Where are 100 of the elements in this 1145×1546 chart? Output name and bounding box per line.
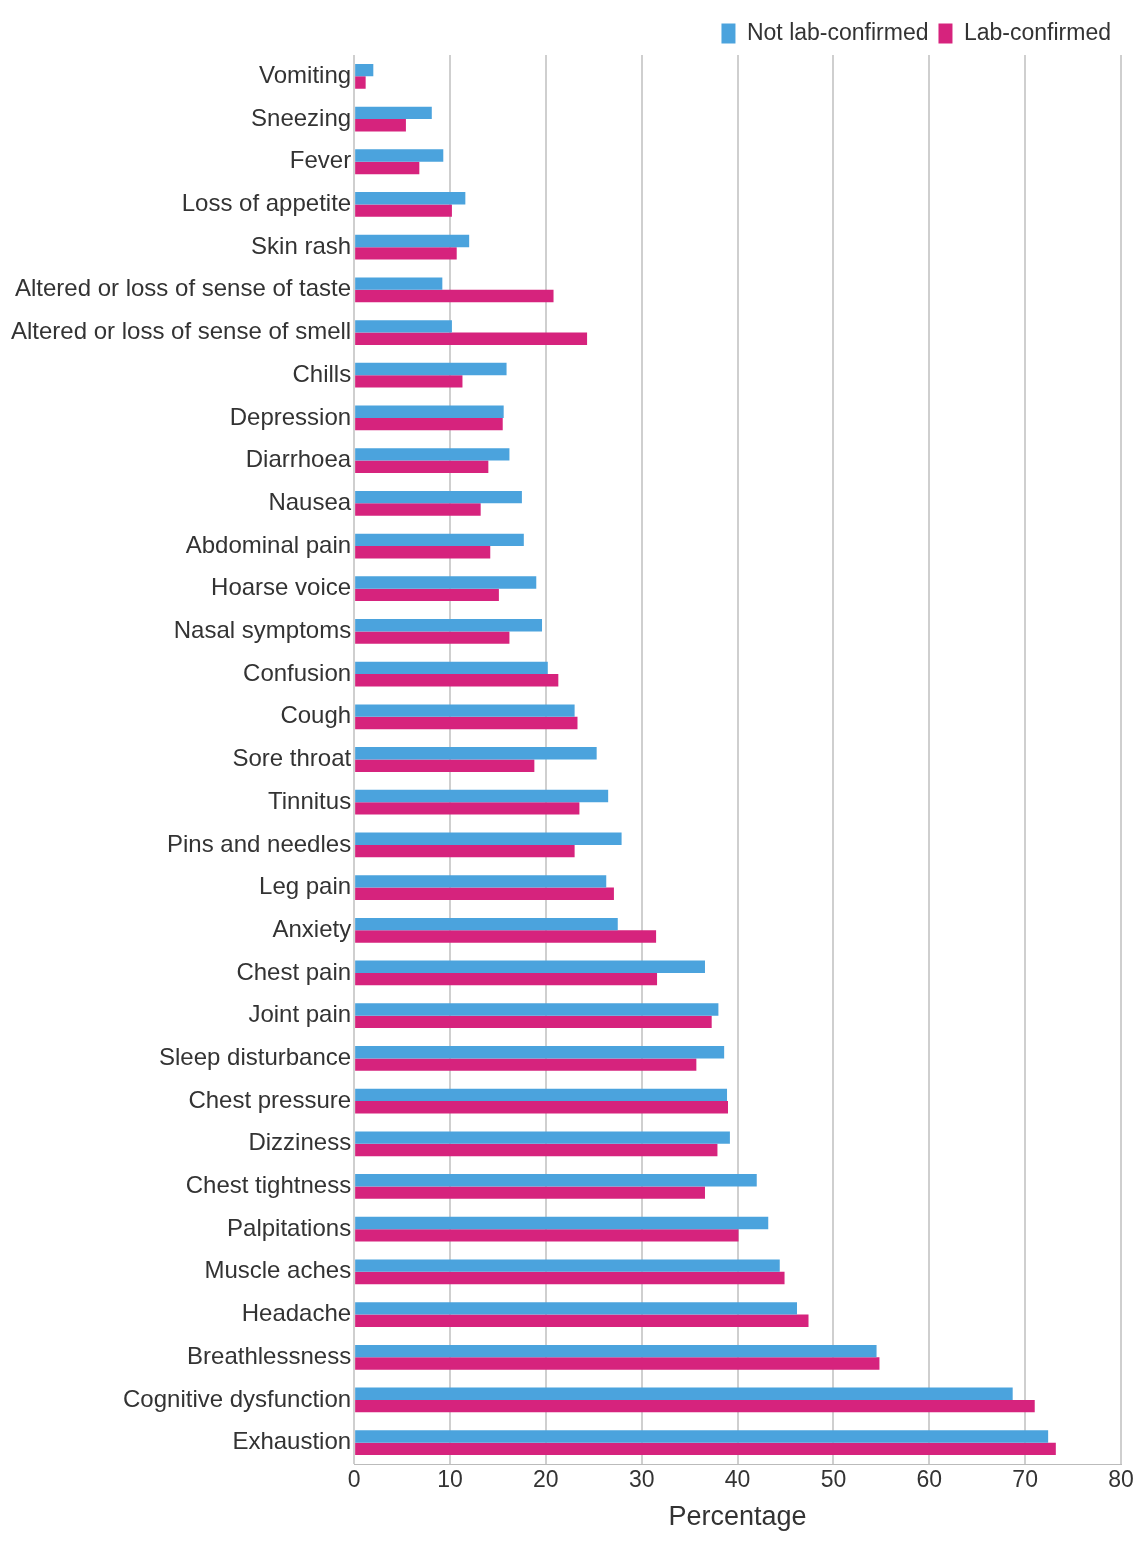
bar (355, 1101, 728, 1114)
bar (355, 759, 535, 772)
y-tick-label: Abdominal pain (185, 530, 352, 558)
x-tick-label: 10 (437, 1466, 463, 1493)
y-tick-label: Diarrhoea (245, 445, 352, 473)
bar (355, 1058, 697, 1071)
bar (355, 1015, 712, 1029)
bar (355, 588, 499, 602)
x-tick-label: 50 (820, 1466, 847, 1493)
bar (355, 533, 524, 547)
bar (355, 674, 559, 687)
y-tick-label: Nasal symptoms (173, 616, 352, 644)
x-tick-label: 40 (724, 1466, 751, 1493)
bar (355, 161, 420, 175)
bar (355, 1003, 719, 1016)
bar (355, 917, 618, 931)
y-tick-label: Fever (289, 146, 352, 174)
bar (355, 417, 503, 431)
y-tick-label: Palpitations (227, 1213, 352, 1241)
bar (355, 448, 510, 461)
bar (355, 375, 463, 388)
bar (355, 149, 444, 162)
y-tick-label: Chest tightness (185, 1171, 352, 1199)
bar (355, 234, 470, 248)
y-tick-label: Hoarse voice (211, 573, 352, 601)
bar (355, 289, 554, 303)
bar (355, 1430, 1049, 1443)
bar (355, 930, 657, 943)
bar (355, 661, 548, 675)
bar (355, 802, 580, 815)
bar (355, 192, 466, 205)
x-tick-label: 20 (533, 1466, 559, 1493)
x-tick-label: 70 (1012, 1466, 1038, 1493)
bar (355, 1143, 718, 1157)
y-tick-label: Leg pain (259, 872, 352, 900)
bar (355, 1088, 728, 1102)
y-tick-label: Sore throat (232, 744, 352, 772)
bar (355, 631, 510, 644)
bar (355, 1046, 725, 1059)
y-tick-label: Joint pain (248, 1000, 352, 1028)
y-tick-label: Sleep disturbance (159, 1043, 352, 1070)
x-tick-label: 0 (347, 1466, 361, 1493)
x-axis-title: Percentage (668, 1501, 807, 1532)
bar (355, 1302, 798, 1315)
y-tick-label: Sneezing (251, 103, 352, 131)
bar (355, 332, 588, 345)
y-tick-label: Depression (229, 402, 352, 430)
y-tick-label: Chest pressure (188, 1085, 352, 1113)
bar (355, 119, 406, 132)
bar (355, 747, 597, 760)
y-tick-label: Skin rash (251, 231, 352, 259)
bar (355, 887, 614, 900)
y-tick-label: Loss of appetite (181, 189, 352, 217)
bar (355, 716, 578, 730)
legend-label: Lab-confirmed (963, 18, 1112, 45)
bar (355, 1259, 780, 1272)
bar (355, 1387, 1013, 1400)
y-tick-label: Vomiting (259, 60, 352, 88)
bar (355, 63, 374, 77)
bar (355, 1357, 880, 1370)
bar (355, 204, 452, 217)
y-tick-label: Anxiety (272, 914, 352, 942)
y-tick-label: Muscle aches (204, 1256, 352, 1284)
bar (355, 619, 543, 632)
y-tick-label: Chills (292, 359, 352, 387)
bar (355, 704, 575, 717)
bar (355, 1442, 1056, 1456)
bar (355, 789, 609, 803)
bar (355, 832, 622, 845)
bar (355, 576, 537, 589)
bar (355, 875, 607, 888)
y-tick-label: Cough (280, 701, 352, 729)
bar (355, 320, 452, 333)
bar (355, 106, 432, 120)
bar (355, 1271, 785, 1285)
bar (355, 1186, 705, 1199)
bar (355, 1314, 809, 1327)
bar (355, 503, 481, 516)
y-tick-label: Dizziness (248, 1128, 352, 1156)
y-tick-label: Chest pain (236, 957, 352, 985)
bar (355, 1131, 730, 1144)
bar (355, 1174, 757, 1187)
bar (355, 405, 504, 418)
bar (355, 844, 575, 858)
bar (355, 960, 705, 973)
bar (355, 490, 522, 504)
bar (355, 972, 658, 986)
bar (355, 460, 489, 473)
bar (355, 1229, 739, 1242)
x-tick-label: 80 (1108, 1466, 1134, 1493)
x-tick-label: 60 (916, 1466, 943, 1493)
y-tick-label: Exhaustion (232, 1427, 352, 1455)
x-tick-label: 30 (628, 1466, 655, 1493)
bar (355, 1344, 877, 1358)
legend-label: Not lab-confirmed (746, 18, 929, 45)
y-tick-label: Headache (241, 1299, 352, 1327)
y-tick-label: Nausea (268, 487, 352, 515)
y-tick-label: Pins and needles (167, 829, 352, 857)
y-tick-label: Breathlessness (187, 1341, 352, 1369)
bar (355, 1216, 769, 1230)
